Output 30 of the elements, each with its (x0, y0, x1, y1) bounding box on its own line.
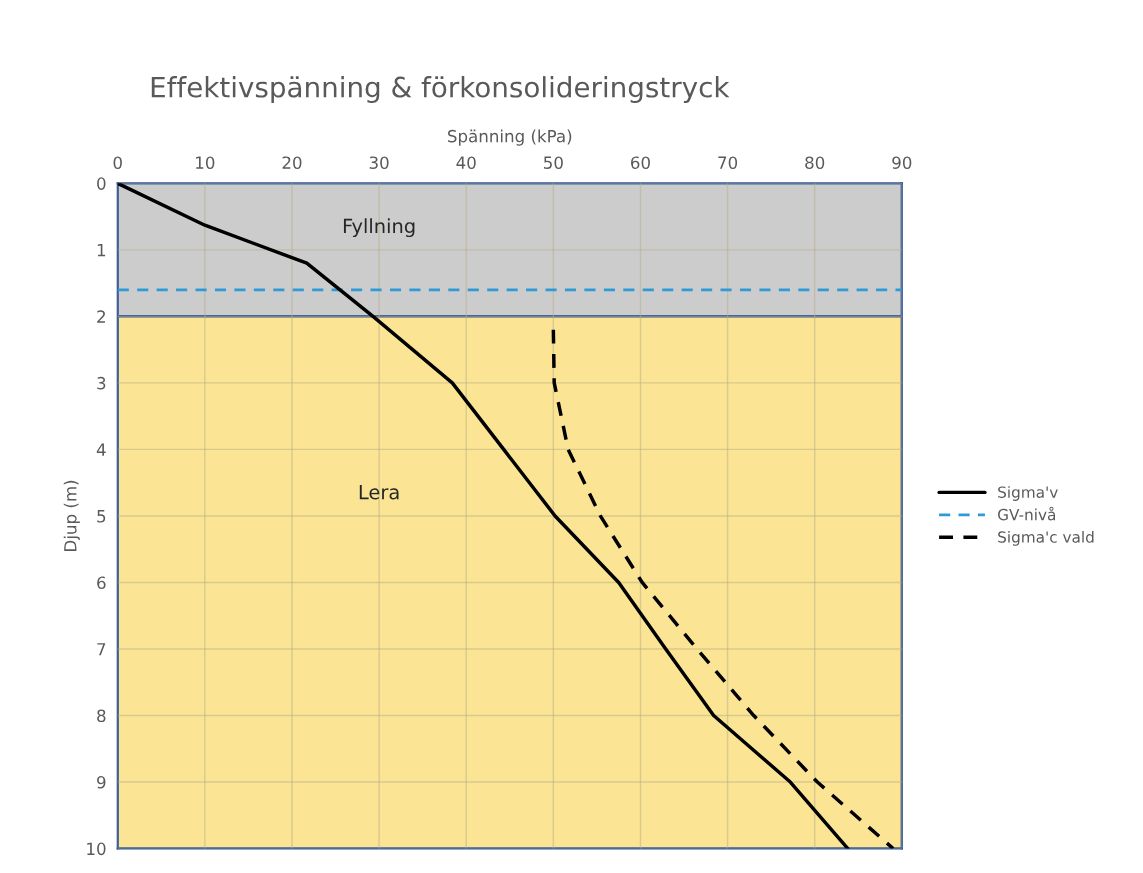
x-tick-label: 10 (196, 156, 215, 169)
y-tick-label: 9 (97, 776, 106, 789)
x-tick-label: 70 (718, 156, 738, 169)
y-tick-label: 3 (97, 376, 106, 390)
y-tick-label: 5 (97, 510, 106, 523)
y-tick-label: 6 (97, 576, 106, 590)
x-tick-label: 60 (631, 156, 650, 169)
y-axis-title: Djup (m) (63, 480, 80, 551)
x-tick-label: 40 (456, 156, 476, 169)
y-tick-label: 10 (87, 842, 106, 856)
y-tick-label: 1 (97, 244, 106, 257)
x-tick-label: 30 (369, 156, 389, 169)
line-series (551, 327, 895, 849)
y-tick-label: 8 (97, 709, 106, 723)
x-tick-label: 0 (113, 156, 122, 169)
band-label: Lera (359, 484, 399, 500)
y-tick-label: 2 (97, 310, 105, 323)
band-label: Fyllning (343, 218, 415, 238)
legend-label: Sigma'c vald (998, 530, 1094, 546)
legend-label: GV-nivå (998, 506, 1056, 521)
y-tick-label: 7 (97, 643, 106, 656)
chart-title: Effektivspänning & förkonsolideringstryck (151, 76, 730, 103)
legend-label: Sigma'v (998, 486, 1058, 501)
y-tick-label: 4 (96, 443, 106, 456)
x-axis-title: Spänning (kPa) (448, 129, 572, 146)
x-tick-label: 50 (544, 156, 563, 169)
x-tick-label: 20 (282, 156, 302, 169)
x-tick-label: 90 (892, 156, 912, 169)
y-tick-label: 0 (97, 177, 106, 190)
x-tick-label: 80 (805, 156, 825, 169)
